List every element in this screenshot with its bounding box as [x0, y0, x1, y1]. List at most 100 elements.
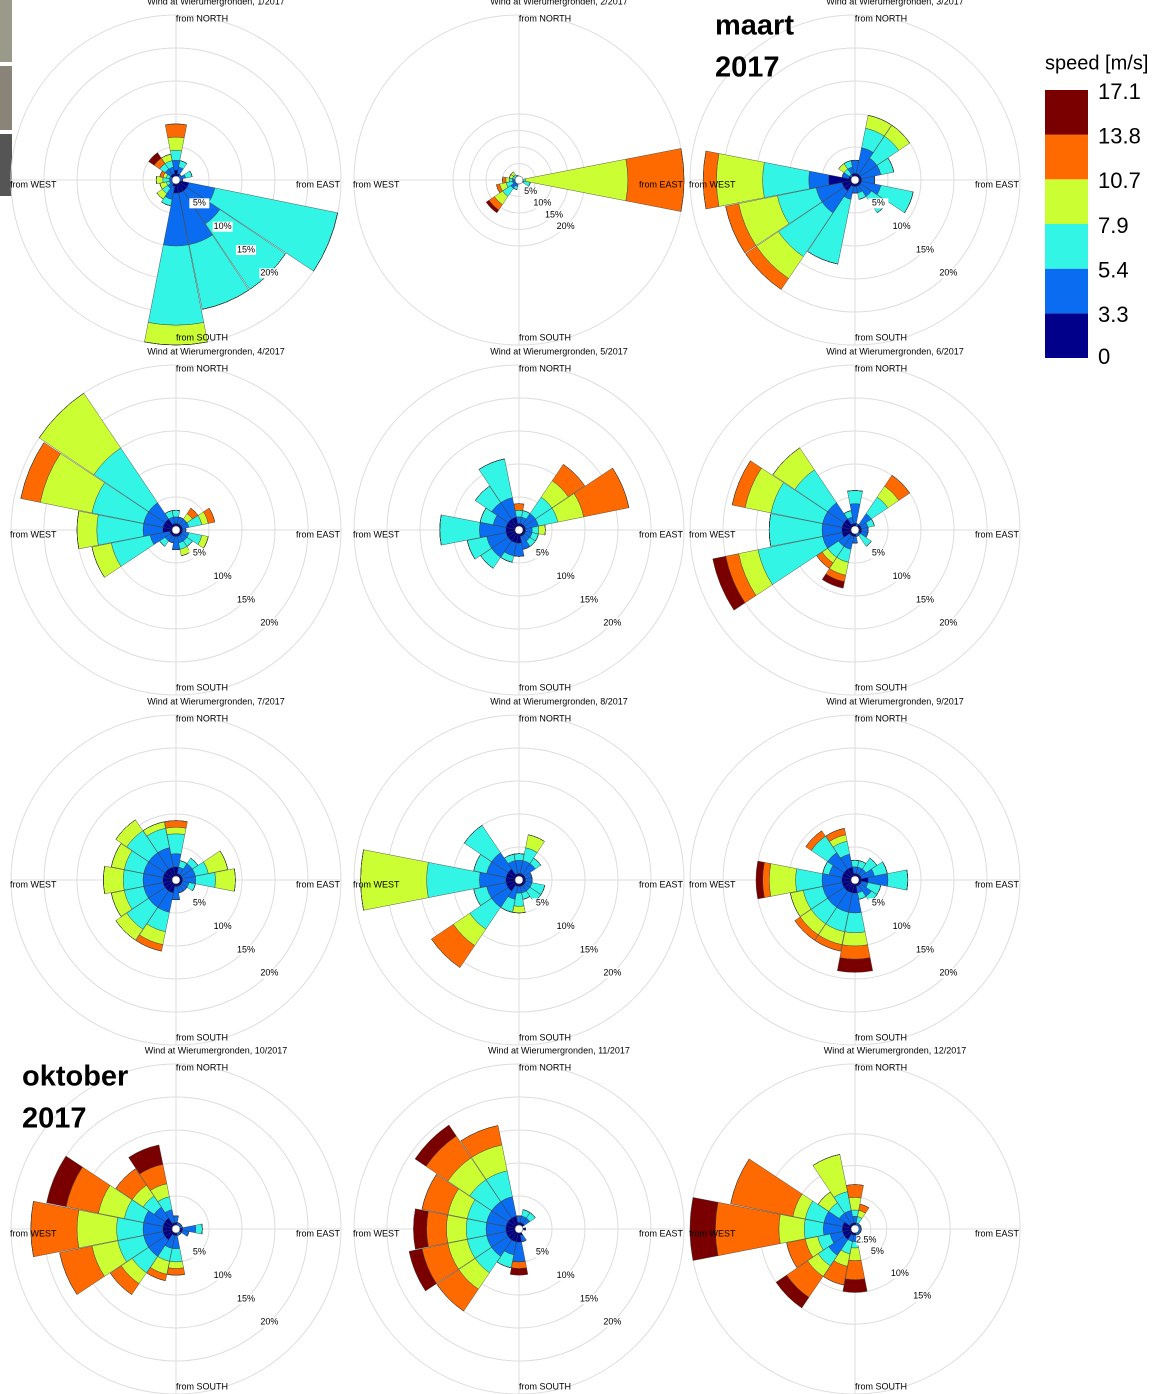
- image-fragment: [0, 134, 12, 196]
- sector: [473, 854, 481, 871]
- colorbar-bin: [1045, 224, 1088, 269]
- direction-label: from WEST: [689, 179, 736, 189]
- sector: [426, 862, 481, 898]
- tick-label-bg: [915, 945, 936, 956]
- r-tick-label: 15%: [237, 244, 255, 254]
- sector: [166, 1267, 186, 1276]
- annotation: 2017: [715, 52, 780, 84]
- annotation: oktober: [22, 1061, 128, 1093]
- chart-title: Wind at Wierumergronden, 2/2017: [490, 0, 628, 6]
- sector: [76, 511, 80, 549]
- wind-rose: 5% 10% 15% 20% Wind at Wierumergronden, 4/20…: [10, 346, 342, 696]
- tick-label-bg: [889, 1268, 910, 1279]
- r-tick-label: 5%: [872, 198, 885, 208]
- sector: [814, 940, 841, 952]
- direction-label: from WEST: [10, 179, 57, 189]
- sector: [168, 1261, 184, 1269]
- sector: [135, 940, 162, 952]
- center-dot: [514, 1224, 524, 1234]
- sector: [858, 196, 867, 200]
- r-tick-label: 5%: [524, 186, 537, 196]
- sector: [165, 123, 187, 139]
- chart-title: Wind at Wierumergronden, 7/2017: [147, 696, 285, 706]
- r-tick-label: 10%: [557, 921, 575, 931]
- sector: [360, 849, 364, 911]
- sector: [446, 1214, 468, 1244]
- sector: [431, 938, 461, 968]
- sector: [847, 490, 863, 505]
- tick-label-bg: [189, 1247, 210, 1258]
- direction-label: from EAST: [975, 179, 1020, 189]
- sector: [745, 253, 782, 290]
- tick-label-bg: [555, 921, 576, 932]
- r-tick-label: 15%: [580, 594, 598, 604]
- direction-label: from WEST: [10, 529, 57, 539]
- tick-label-bg: [579, 595, 600, 606]
- grid-circle: [76, 780, 276, 980]
- image-fragment: [0, 66, 12, 130]
- chart-title: Wind at Wierumergronden, 5/2017: [490, 346, 628, 356]
- direction-label: from SOUTH: [519, 1032, 571, 1042]
- r-tick-label: 15%: [237, 594, 255, 604]
- colorbar-tick-label: 5.4: [1098, 257, 1129, 282]
- tick-label-bg: [555, 221, 576, 232]
- chart-title: Wind at Wierumergronden, 1/2017: [147, 0, 285, 6]
- sector: [843, 510, 852, 514]
- sector: [189, 170, 193, 177]
- wind-rose: 5% 10% 15% 20% Wind at Wierumergronden, 1/20…: [10, 0, 342, 346]
- sector: [573, 467, 630, 518]
- direction-label: from WEST: [353, 179, 400, 189]
- grid-circle: [43, 397, 309, 663]
- sector: [161, 153, 171, 159]
- direction-label: from NORTH: [176, 13, 228, 23]
- grid-circle: [10, 1063, 342, 1394]
- direction-label: from WEST: [353, 879, 400, 889]
- annotation: maart: [715, 10, 794, 42]
- sector: [179, 1232, 182, 1235]
- sector: [408, 1248, 437, 1292]
- sector: [513, 853, 525, 861]
- r-tick-label: 5%: [193, 198, 206, 208]
- direction-label: from SOUTH: [855, 682, 907, 692]
- direction-label: from SOUTH: [176, 1381, 228, 1391]
- tick-label-bg: [602, 618, 623, 629]
- tick-label-bg: [912, 1291, 933, 1302]
- chart-title: Wind at Wierumergronden, 12/2017: [824, 1045, 967, 1055]
- sector: [858, 1232, 861, 1235]
- tick-label-bg: [938, 268, 959, 279]
- r-tick-label: 15%: [916, 594, 934, 604]
- center-dot: [850, 175, 860, 185]
- tick-label-bg: [868, 198, 889, 209]
- direction-label: from NORTH: [519, 713, 571, 723]
- tick-label-bg: [867, 1246, 888, 1257]
- sector: [164, 820, 188, 822]
- grid-circle: [722, 747, 988, 1013]
- center-dot: [171, 175, 181, 185]
- tick-label-bg: [856, 1235, 877, 1246]
- tick-label-bg: [544, 210, 565, 221]
- wind-rose: 5% 10% 15% 20% Wind at Wierumergronden, 10/2…: [10, 1045, 342, 1394]
- direction-label: from SOUTH: [519, 682, 571, 692]
- sector: [843, 160, 852, 164]
- grid-circle: [353, 714, 685, 1046]
- tick-label-bg: [915, 245, 936, 256]
- sector: [511, 1261, 527, 1269]
- tick-label-bg: [891, 221, 912, 232]
- sector: [485, 200, 499, 214]
- chart-title: Wind at Wierumergronden, 9/2017: [826, 696, 964, 706]
- sector: [812, 1154, 840, 1166]
- sector: [841, 172, 845, 178]
- direction-label: from SOUTH: [855, 332, 907, 342]
- direction-label: from EAST: [975, 529, 1020, 539]
- sector: [181, 1230, 190, 1237]
- sector: [906, 869, 909, 891]
- chart-title: Wind at Wierumergronden, 8/2017: [490, 696, 628, 706]
- center-dot: [171, 1224, 181, 1234]
- direction-label: from SOUTH: [855, 1032, 907, 1042]
- colorbar-tick-label: 3.3: [1098, 302, 1129, 327]
- sector: [504, 853, 514, 859]
- r-tick-label: 20%: [603, 618, 621, 628]
- direction-label: from NORTH: [855, 363, 907, 373]
- sector: [39, 393, 84, 438]
- direction-label: from SOUTH: [176, 332, 228, 342]
